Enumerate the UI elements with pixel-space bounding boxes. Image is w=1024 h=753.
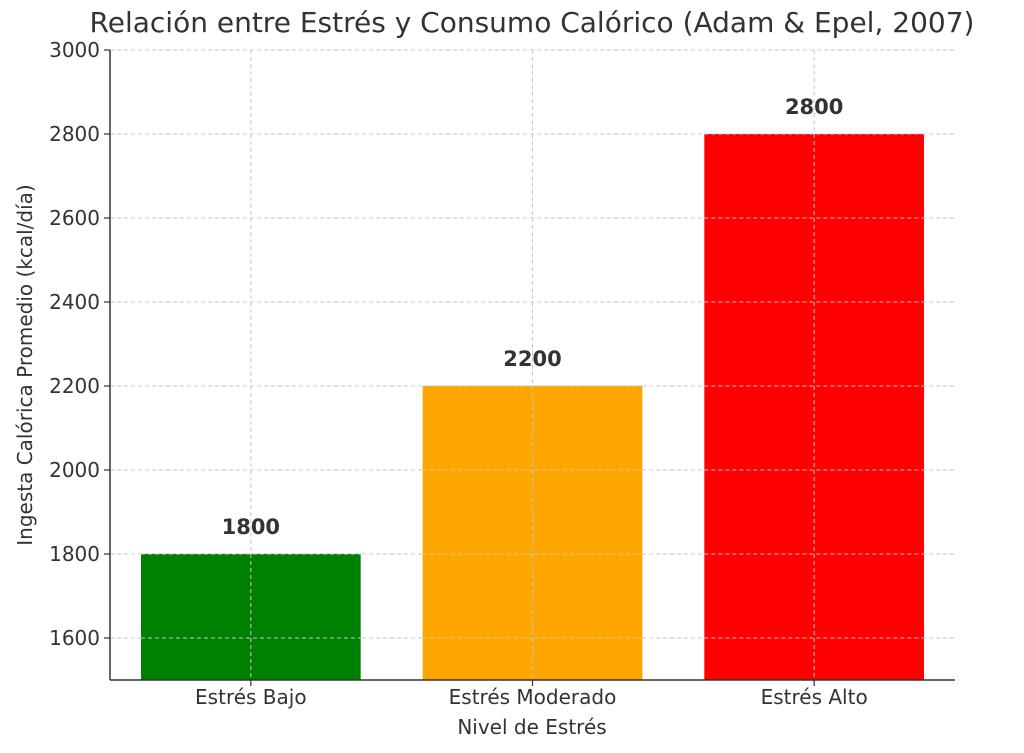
x-tick-label: Estrés Alto <box>761 685 868 709</box>
x-tick-label: Estrés Moderado <box>449 685 617 709</box>
x-axis-label: Nivel de Estrés <box>457 715 606 739</box>
y-tick-label: 2800 <box>49 122 100 146</box>
y-tick-label: 2600 <box>49 206 100 230</box>
chart-title: Relación entre Estrés y Consumo Calórico… <box>89 6 975 39</box>
data-label: 2200 <box>503 347 561 371</box>
y-ticks: 1600 1800 2000 2200 2400 2600 2800 3000 <box>49 38 110 650</box>
x-tick-label: Estrés Bajo <box>195 685 307 709</box>
bars <box>140 133 925 680</box>
x-ticks: Estrés Bajo Estrés Moderado Estrés Alto <box>195 680 868 709</box>
y-tick-label: 2000 <box>49 458 100 482</box>
y-tick-label: 1600 <box>49 626 100 650</box>
y-tick-label: 3000 <box>49 38 100 62</box>
data-label: 1800 <box>222 515 280 539</box>
y-tick-label: 1800 <box>49 542 100 566</box>
data-label: 2800 <box>785 95 843 119</box>
data-labels: 1800 2200 2800 <box>222 95 844 539</box>
y-tick-label: 2200 <box>49 374 100 398</box>
y-axis-label: Ingesta Calórica Promedio (kcal/día) <box>13 184 37 545</box>
y-tick-label: 2400 <box>49 290 100 314</box>
